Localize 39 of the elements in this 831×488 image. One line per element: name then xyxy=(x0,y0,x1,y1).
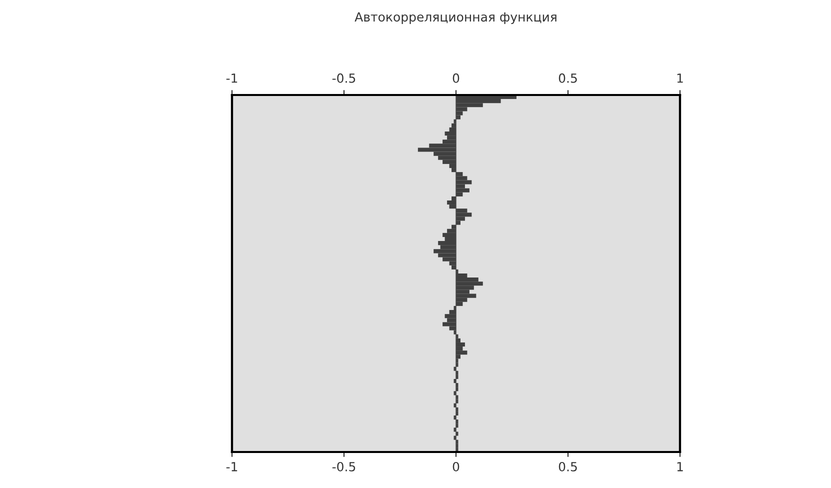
bar xyxy=(444,132,456,136)
bar xyxy=(442,232,456,237)
bar xyxy=(456,346,463,351)
bar xyxy=(449,310,456,314)
bar xyxy=(456,115,460,120)
x-tick-label: 0.5 xyxy=(558,462,577,472)
bar xyxy=(456,342,465,347)
x2-tick-label: 0 xyxy=(452,73,460,83)
bar xyxy=(438,241,456,246)
bar xyxy=(456,176,468,180)
x-tick-label: -0.5 xyxy=(332,462,356,472)
bar xyxy=(456,188,470,192)
bar xyxy=(447,200,456,205)
x-tick-label: 1 xyxy=(677,462,683,472)
bar xyxy=(452,168,456,172)
x2-tick-label: 1 xyxy=(677,74,683,83)
chart-title: Автокорреляционная функция xyxy=(354,12,556,24)
bar xyxy=(456,180,472,184)
x-tick-label: -1 xyxy=(226,462,238,472)
x2-tick-label: 0.5 xyxy=(558,73,577,83)
x2-tick-label: -0.5 xyxy=(332,73,356,83)
bar xyxy=(456,208,468,213)
bar xyxy=(449,204,456,209)
x-tick-label: 0 xyxy=(452,462,460,472)
bar xyxy=(456,172,463,176)
bar xyxy=(444,314,456,318)
bar xyxy=(456,282,483,286)
bar xyxy=(456,302,463,306)
bar xyxy=(449,127,456,132)
bar xyxy=(452,265,456,270)
bar xyxy=(456,294,476,298)
bar xyxy=(434,249,456,254)
bar xyxy=(418,148,456,152)
bar xyxy=(442,322,456,326)
x2-tick-label: -1 xyxy=(226,74,238,83)
bar xyxy=(456,350,468,355)
bar xyxy=(452,123,456,128)
bar xyxy=(456,111,463,116)
bar xyxy=(456,212,472,217)
